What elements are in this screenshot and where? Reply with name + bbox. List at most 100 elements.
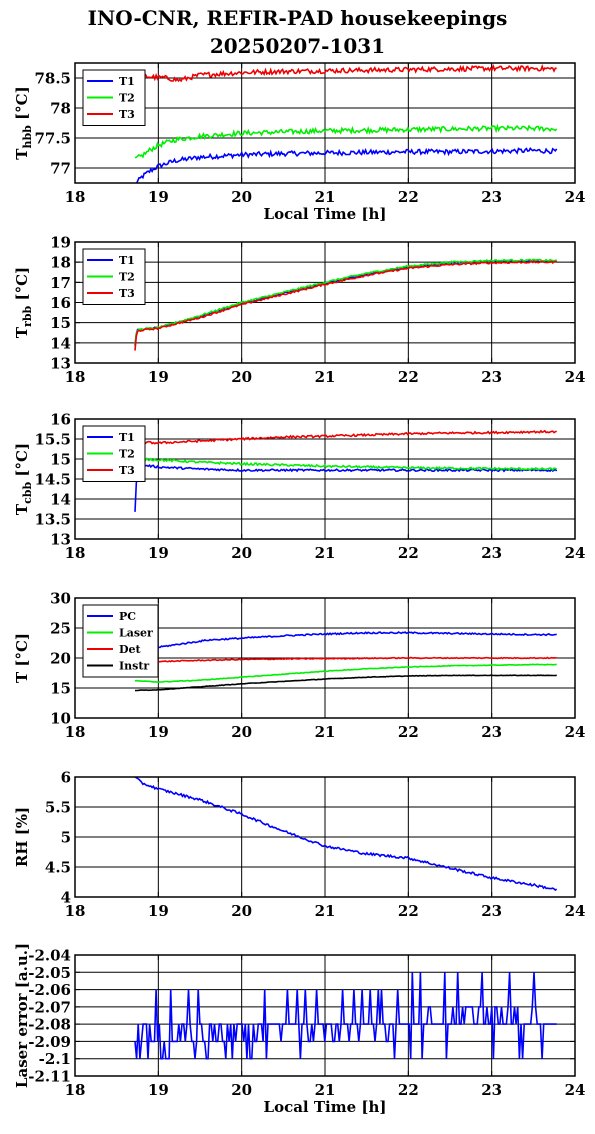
legend-label-t1: T1 (119, 431, 135, 444)
y-tick-label: 25 (50, 620, 71, 638)
y-tick-label: 78.5 (34, 70, 71, 88)
y-axis-label: Thbb [°C] (13, 86, 34, 159)
y-tick-label: 13.5 (34, 511, 71, 529)
y-axis-label: Laser error [a.u.] (13, 943, 31, 1088)
series-line-t1 (135, 147, 558, 183)
legend-label-t2: T2 (119, 92, 135, 105)
y-axis-label: RH [%] (13, 807, 31, 867)
legend-label-t1: T1 (119, 75, 135, 88)
x-tick-label: 23 (481, 544, 502, 562)
x-tick-label: 19 (148, 902, 169, 920)
y-tick-label: 78 (50, 100, 71, 118)
x-tick-label: 21 (315, 1081, 336, 1099)
x-tick-label: 22 (398, 723, 419, 741)
legend-label-instr: Instr (119, 660, 149, 673)
y-tick-label: 6 (61, 769, 71, 787)
figure-title-line1: INO-CNR, REFIR-PAD housekeepings (87, 6, 508, 30)
x-tick-label: 18 (65, 1081, 86, 1099)
legend-label-laser: Laser (119, 627, 153, 640)
y-tick-label: 14 (50, 334, 71, 352)
x-tick-label: 18 (65, 368, 86, 386)
series-line-det (134, 656, 557, 664)
y-tick-label: 14 (50, 491, 71, 509)
x-tick-label: 19 (148, 1081, 169, 1099)
y-tick-label: -2.06 (28, 981, 71, 999)
series-line-t1 (134, 463, 558, 512)
x-tick-label: 23 (481, 1081, 502, 1099)
series-line-t2 (134, 457, 558, 472)
y-axis-label: Trbb [°C] (13, 267, 34, 338)
y-tick-label: 13 (50, 355, 71, 373)
x-tick-label: 24 (565, 188, 586, 206)
y-tick-label: -2.04 (28, 947, 71, 965)
y-tick-label: 17 (50, 274, 71, 292)
x-tick-label: 20 (231, 188, 252, 206)
x-tick-label: 18 (65, 544, 86, 562)
series-line-pc (134, 631, 557, 652)
legend-label-t1: T1 (119, 254, 135, 267)
x-tick-label: 23 (481, 902, 502, 920)
x-tick-label: 24 (565, 368, 586, 386)
x-axis-label: Local Time [h] (264, 1098, 387, 1116)
x-tick-label: 19 (148, 544, 169, 562)
y-tick-label: 30 (50, 590, 71, 608)
series-line-t3 (134, 64, 557, 83)
legend: T1 T2 T3 (82, 69, 146, 126)
y-tick-label: 20 (50, 650, 71, 668)
legend: T1 T2 T3 (82, 425, 146, 482)
x-tick-label: 22 (398, 902, 419, 920)
legend: PC Laser Det Instr (82, 604, 159, 678)
x-tick-label: 22 (398, 544, 419, 562)
series-line-t2 (134, 258, 558, 347)
x-tick-label: 21 (315, 188, 336, 206)
series-line-data (134, 777, 558, 891)
x-tick-label: 21 (315, 544, 336, 562)
legend-label-t2: T2 (119, 448, 135, 461)
y-axis-label: Tcbb [°C] (13, 443, 34, 515)
x-tick-label: 18 (65, 902, 86, 920)
y-tick-label: 18 (50, 254, 71, 272)
x-tick-label: 18 (65, 723, 86, 741)
x-tick-label: 24 (565, 723, 586, 741)
y-tick-label: 14.5 (34, 471, 71, 489)
x-tick-label: 23 (481, 188, 502, 206)
legend-label-det: Det (119, 643, 142, 656)
x-tick-label: 24 (565, 902, 586, 920)
x-tick-label: 20 (231, 1081, 252, 1099)
y-tick-label: 15.5 (34, 431, 71, 449)
legend-label-t3: T3 (119, 464, 135, 477)
series-line-t3 (134, 260, 557, 351)
y-tick-label: 10 (50, 710, 71, 728)
y-tick-label: 19 (50, 234, 71, 252)
x-tick-label: 22 (398, 368, 419, 386)
chart-panel-5: 18 19 20 21 22 23 24 4 4.5 5 5.5 6 RH [%] (13, 769, 585, 921)
legend-label-t3: T3 (119, 287, 135, 300)
series-line-data (134, 972, 557, 1060)
x-tick-label: 18 (65, 188, 86, 206)
x-tick-label: 21 (315, 723, 336, 741)
x-tick-label: 19 (148, 368, 169, 386)
x-tick-label: 20 (231, 544, 252, 562)
x-tick-label: 24 (565, 1081, 586, 1099)
series-line-t3 (134, 429, 557, 445)
y-tick-label: -2.07 (28, 998, 71, 1016)
x-tick-label: 22 (398, 1081, 419, 1099)
y-tick-label: 4 (61, 889, 71, 907)
series-line-instr (134, 674, 557, 692)
y-tick-label: 13 (50, 531, 71, 549)
y-tick-label: 15 (50, 451, 71, 469)
x-tick-label: 19 (148, 188, 169, 206)
x-tick-label: 23 (481, 723, 502, 741)
legend: T1 T2 T3 (82, 248, 146, 305)
x-tick-label: 21 (315, 902, 336, 920)
y-tick-label: 77 (50, 160, 71, 178)
x-axis-label: Local Time [h] (264, 205, 387, 223)
chart-panel-4: 18 19 20 21 22 23 24 10 15 20 25 30 T [°C] PC Laser Det… (13, 590, 585, 742)
legend-label-t3: T3 (119, 108, 135, 121)
y-tick-label: 5 (61, 829, 71, 847)
y-tick-label: -2.11 (28, 1068, 71, 1086)
y-tick-label: 15 (50, 314, 71, 332)
y-axis-label: T [°C] (13, 633, 31, 683)
